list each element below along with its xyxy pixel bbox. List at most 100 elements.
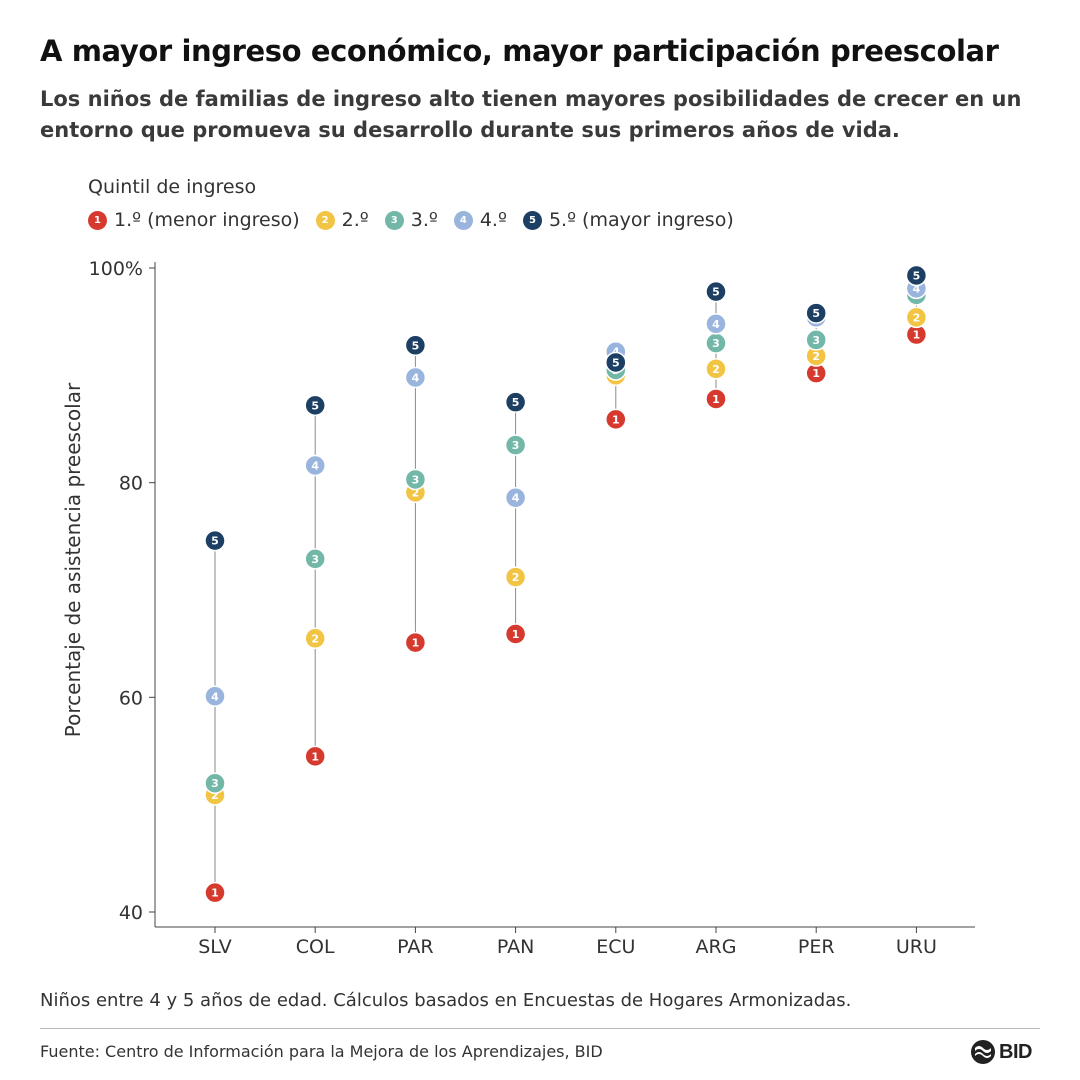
legend-label-q4: 4.º [479,209,507,231]
point-label-q1-slv: 1 [211,887,219,900]
point-label-q2-per: 2 [812,350,820,363]
point-label-q1-uru: 1 [913,329,921,342]
legend-label-q1: 1.º (menor ingreso) [114,209,300,231]
point-label-q1-arg: 1 [712,393,720,406]
point-label-q2-par: 2 [412,486,420,499]
point-q2-uru [905,306,928,329]
legend-item-q1: 1 1.º (menor ingreso) [88,209,300,231]
point-label-q5-per: 5 [812,307,820,320]
legend-item-q2: 2 2.º [315,209,369,231]
bid-logo-icon [971,1040,995,1064]
point-q3-col [304,548,326,570]
chart-subtitle: Los niños de familias de ingreso alto ti… [40,87,1022,142]
legend-marker-q5: 5 [522,210,542,230]
point-q5-arg [705,280,727,303]
point-label-q4-uru: 4 [913,282,921,295]
chart-title: A mayor ingreso económico, mayor partici… [40,34,999,68]
point-label-q1-pan: 1 [512,628,520,641]
x-tick-label-pan: PAN [497,936,534,958]
point-label-q5-ecu: 5 [612,356,620,369]
x-tick-label-col: COL [296,936,335,958]
legend-item-q4: 4 4.º [453,209,507,231]
point-q5-col [304,394,326,417]
point-label-q5-par: 5 [412,339,420,352]
point-label-q4-par: 4 [412,371,420,384]
point-q5-par [404,334,427,357]
footer-divider [40,1028,1040,1029]
point-q2-arg [705,358,727,380]
legend-marker-q4: 4 [453,210,473,230]
point-label-q2-col: 2 [311,632,319,645]
legend-label-q5: 5.º (mayor ingreso) [548,209,734,231]
footnote: Niños entre 4 y 5 años de edad. Cálculos… [40,990,852,1011]
source-note: Fuente: Centro de Información para la Me… [40,1042,603,1061]
y-tick-label-60: 60 [119,687,143,709]
x-tick-label-ecu: ECU [596,936,635,958]
legend-marker-q3: 3 [384,210,404,230]
point-q5-slv [204,529,226,552]
point-label-q4-col: 4 [311,459,319,472]
point-label-q1-col: 1 [311,750,319,763]
y-tick-label-80: 80 [119,473,143,495]
point-label-q4-arg: 4 [712,318,720,331]
x-tick-label-uru: URU [896,936,937,958]
point-q3-per [805,329,827,351]
legend-item-q5: 5 5.º (mayor ingreso) [522,209,734,231]
y-tick-label-100: 100% [89,258,143,280]
point-q5-ecu [605,351,627,374]
legend-item-q3: 3 3.º [384,209,438,231]
point-q4-arg [705,313,727,335]
point-label-q5-slv: 5 [211,535,219,548]
point-label-q2-uru: 2 [913,311,921,324]
point-q1-par [404,631,427,654]
point-q2-col [304,627,326,650]
legend-marker-q2: 2 [315,210,335,230]
point-label-q4-slv: 4 [211,690,219,703]
point-q5-per [805,302,827,324]
point-label-q2-slv: 2 [211,789,219,802]
point-label-q1-ecu: 1 [612,413,620,426]
point-label-q3-pan: 3 [512,439,520,452]
point-label-q3-arg: 3 [712,337,720,350]
point-q5-uru [905,264,928,287]
point-q4-pan [504,486,527,509]
point-label-q5-uru: 5 [913,270,921,283]
point-q5-pan [504,391,527,413]
legend-label-q2: 2.º [341,209,369,231]
bid-logo: BID [970,1038,1032,1066]
x-tick-label-per: PER [798,936,835,958]
point-label-q1-par: 1 [412,637,420,650]
point-q3-par [404,468,427,491]
point-label-q3-col: 3 [311,553,319,566]
point-q1-arg [705,388,727,410]
point-q1-pan [504,623,527,645]
point-label-q3-per: 3 [812,334,820,347]
point-label-q1-per: 1 [812,367,820,380]
point-q2-pan [504,566,527,588]
point-q3-slv [204,772,226,794]
x-tick-label-arg: ARG [696,936,737,958]
point-label-q2-pan: 2 [512,571,520,584]
point-q4-par [404,366,427,389]
point-q1-col [304,745,326,768]
point-label-q2-arg: 2 [712,363,720,376]
point-label-q5-col: 5 [311,399,319,412]
point-label-q4-pan: 4 [512,492,520,505]
point-q1-ecu [605,408,627,431]
y-axis-label: Porcentaje de asistencia preescolar [61,382,85,737]
legend: 1 1.º (menor ingreso) 2 2.º 3 3.º 4 4.º … [88,206,750,234]
x-tick-label-par: PAR [397,936,433,958]
legend-marker-q1: 1 [88,210,107,230]
y-tick-label-40: 40 [119,902,143,924]
point-label-q3-slv: 3 [211,777,219,790]
bid-logo-text: BID [999,1040,1032,1063]
point-label-q3-par: 3 [412,473,420,486]
point-q1-slv [204,881,226,904]
point-q3-pan [504,434,527,456]
legend-label-q3: 3.º [410,209,438,231]
legend-title: Quintil de ingreso [88,176,257,198]
point-q4-col [304,454,326,477]
x-tick-label-slv: SLV [198,936,232,958]
point-label-q5-arg: 5 [712,286,720,299]
point-q4-slv [204,685,226,708]
